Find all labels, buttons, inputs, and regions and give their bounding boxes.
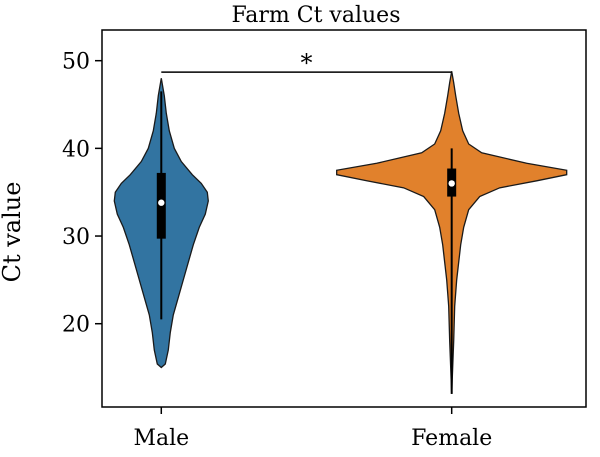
y-axis-label: Ct value: [0, 182, 26, 283]
plot-area: 20 30 40 50 Male Female *: [62, 49, 568, 451]
y-tick-label-30: 30: [62, 225, 90, 250]
median-dot-female: [448, 180, 455, 187]
x-tick-label-male: Male: [133, 426, 189, 451]
y-tick-label-40: 40: [62, 137, 90, 162]
x-tick-label-female: Female: [411, 426, 492, 451]
y-tick-label-20: 20: [62, 313, 90, 338]
plot-frame: [101, 29, 587, 408]
significance-marker: *: [300, 49, 312, 77]
y-tick-label-50: 50: [62, 50, 90, 75]
median-dot-male: [158, 199, 165, 206]
chart-title: Farm Ct values: [232, 3, 401, 28]
